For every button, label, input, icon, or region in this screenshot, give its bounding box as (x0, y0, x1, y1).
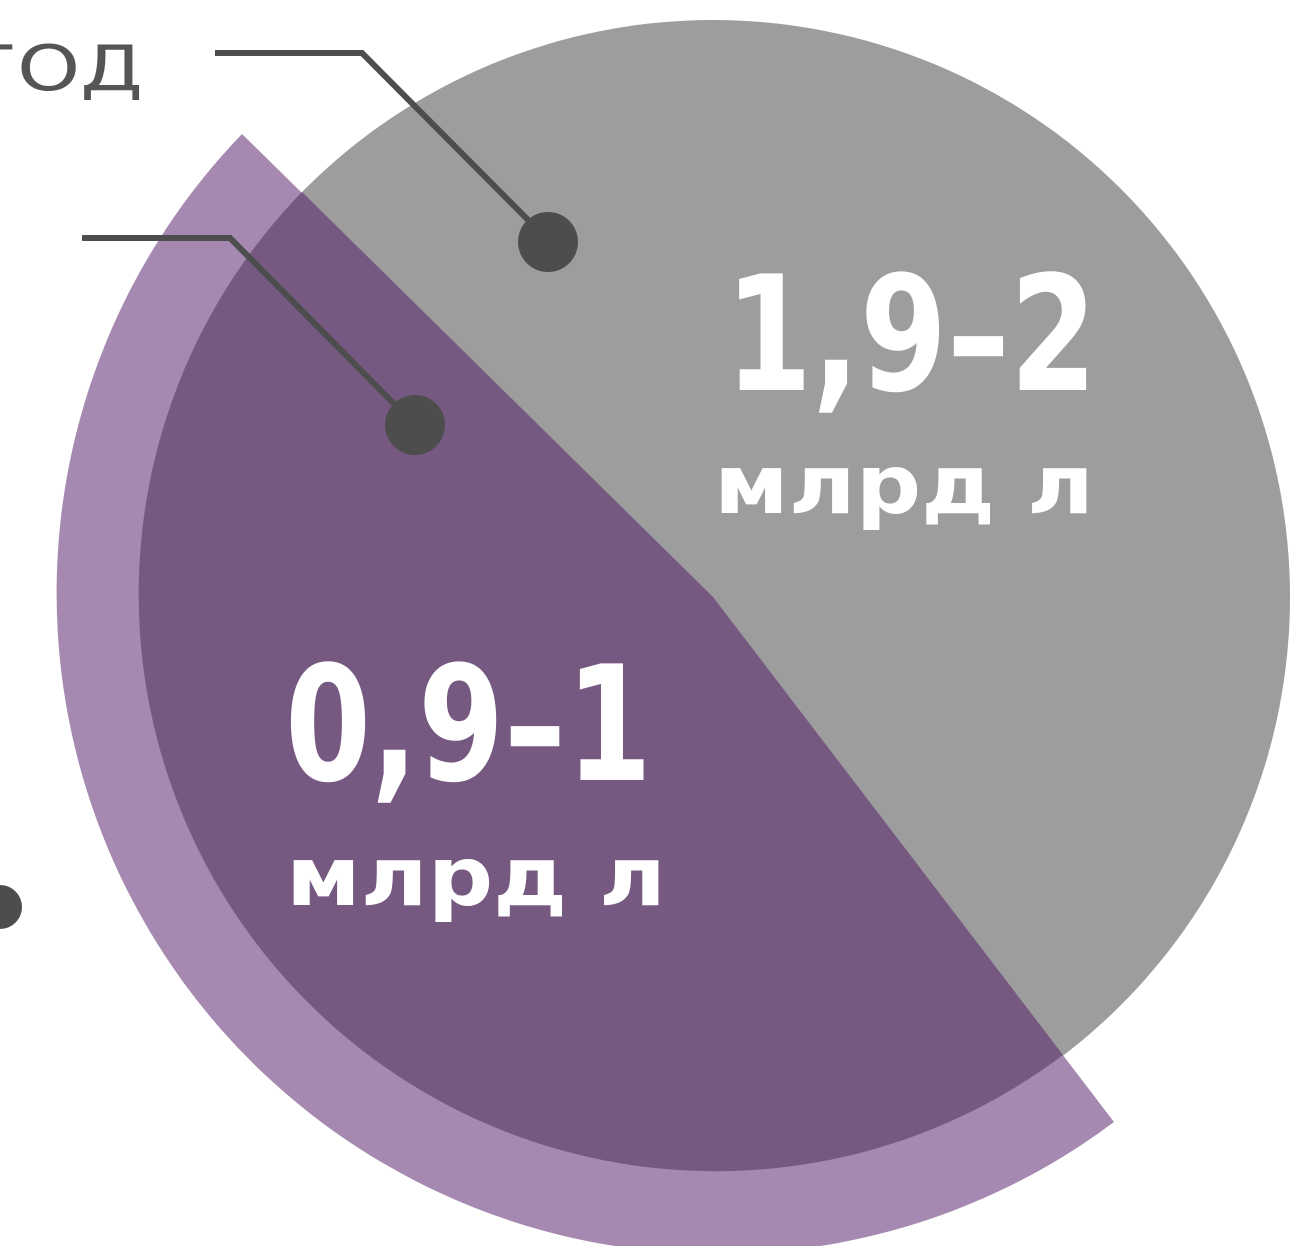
segment-value: 0,9–1 (285, 631, 652, 818)
leader-dot (0, 885, 22, 929)
segment-unit: млрд л (714, 438, 1094, 533)
leader-line (215, 50, 551, 243)
segment-value: 1,9–2 (725, 241, 1097, 428)
year-label: ГОД (0, 32, 143, 105)
leader-line (82, 235, 418, 428)
leader-dot (385, 395, 445, 455)
segment-unit: млрд л (286, 830, 666, 925)
leader-dot (518, 212, 578, 272)
inner-sector (138, 192, 1064, 1172)
